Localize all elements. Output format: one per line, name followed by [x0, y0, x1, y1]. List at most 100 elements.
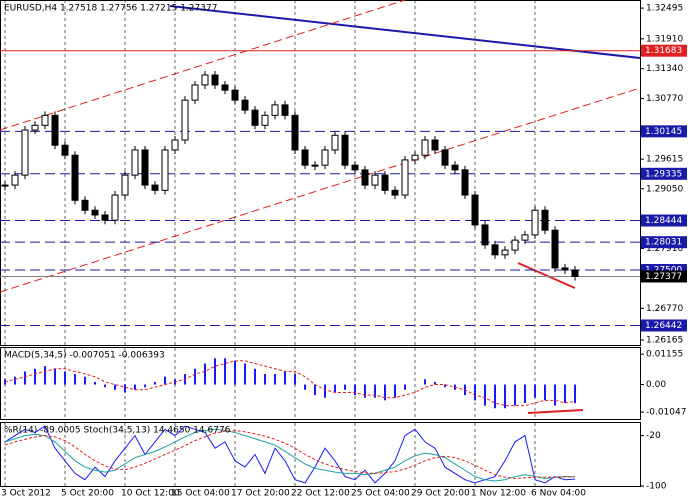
level-box: [641, 44, 687, 57]
x-tick-label: 6 Nov 04:00: [531, 489, 586, 498]
candle: [481, 224, 489, 246]
macd-bar: [354, 384, 356, 396]
macd-bar: [124, 384, 126, 393]
macd-bar: [364, 384, 366, 398]
macd-bar: [4, 379, 6, 385]
x-tick-label: 5 Oct 20:00: [61, 489, 114, 498]
series-line: [4, 428, 576, 482]
macd-bar: [394, 384, 396, 398]
macd-bar: [24, 371, 26, 385]
macd-bar: [254, 368, 256, 385]
candle: [531, 209, 539, 236]
y-tick-label: 1.31340: [646, 64, 683, 74]
level-label: 1.30145: [645, 127, 682, 137]
candle: [521, 234, 529, 241]
macd-bar: [564, 384, 566, 403]
macd-bar: [304, 384, 306, 390]
candle: [51, 114, 59, 146]
candle: [141, 149, 149, 186]
candle: [371, 174, 379, 186]
candle: [21, 129, 29, 176]
x-tick-label: 29 Oct 20:00: [411, 489, 470, 498]
main-frame: [0, 0, 641, 346]
candle: [301, 149, 309, 166]
candle: [321, 149, 329, 166]
y-tick-label: 1.26770: [646, 304, 683, 314]
macd-bar: [34, 368, 36, 385]
candle: [91, 209, 99, 216]
candle: [121, 174, 129, 196]
candle: [461, 169, 469, 196]
macd-bar: [524, 384, 526, 403]
x-tick-label: 1 Nov 12:00: [471, 489, 526, 498]
candle: [541, 209, 549, 231]
macd-bar: [134, 384, 136, 390]
y-tick-label: -100: [646, 482, 667, 492]
candle: [281, 104, 289, 116]
candle: [261, 114, 269, 126]
macd-bar: [44, 366, 46, 385]
macd-bar: [374, 384, 376, 398]
candle: [291, 114, 299, 151]
macd-bar: [264, 374, 266, 385]
y-tick-label: 1.32495: [646, 4, 683, 14]
macd-bar: [534, 384, 536, 398]
candle: [191, 84, 199, 101]
macd-bar: [284, 371, 286, 385]
macd-bar: [104, 384, 106, 388]
macd-bar: [574, 384, 576, 404]
candle: [211, 74, 219, 86]
macd-bar: [494, 384, 496, 409]
candle: [431, 139, 439, 151]
macd-bar: [244, 363, 246, 385]
candle: [351, 164, 359, 171]
macd-bar: [194, 368, 196, 385]
candle: [341, 134, 349, 166]
level-box: [641, 214, 687, 227]
level-label: 1.27377: [645, 272, 682, 282]
candle: [421, 139, 429, 156]
y-tick-label: 0.01155: [646, 350, 683, 360]
macd-bar: [294, 374, 296, 385]
level-label: 1.26442: [645, 321, 682, 331]
candle: [31, 124, 39, 131]
level-box: [641, 319, 687, 332]
macd-bar: [224, 358, 226, 385]
macd-bar: [514, 384, 516, 406]
candle: [81, 199, 89, 211]
series-line: [4, 360, 576, 407]
macd-bar: [314, 384, 316, 396]
y-tick-label: 1.31910: [646, 34, 683, 44]
y-tick-label: -20: [646, 431, 661, 441]
candle: [221, 84, 229, 91]
y-tick-label: -0.01047: [646, 408, 686, 418]
macd-bar: [64, 371, 66, 385]
level-label: 1.29335: [645, 169, 682, 179]
macd-bar: [384, 384, 386, 401]
channel-upper: [0, 0, 406, 131]
candle: [101, 214, 109, 221]
candle: [271, 104, 279, 116]
x-tick-label: 10 Oct 12:00: [121, 489, 180, 498]
candle: [251, 109, 259, 126]
candle: [561, 267, 569, 271]
y-tick-label: 1.27910: [646, 244, 683, 254]
level-box: [641, 167, 687, 180]
y-tick-label: 0.00: [646, 380, 666, 390]
candle: [501, 249, 509, 256]
x-tick-label: 3 Oct 2012: [1, 489, 51, 498]
level-box: [641, 125, 687, 138]
candle: [151, 184, 159, 191]
candle: [441, 149, 449, 166]
macd-bar: [334, 384, 336, 393]
candle: [411, 154, 419, 161]
y-tick-label: 1.29615: [646, 155, 683, 165]
macd-bar: [144, 384, 146, 388]
y-tick-label: 1.30770: [646, 94, 683, 104]
macd-bar: [434, 381, 436, 385]
level-label: 1.28444: [645, 216, 682, 226]
macd-frame: [0, 347, 641, 420]
x-tick-label: 22 Oct 12:00: [291, 489, 350, 498]
